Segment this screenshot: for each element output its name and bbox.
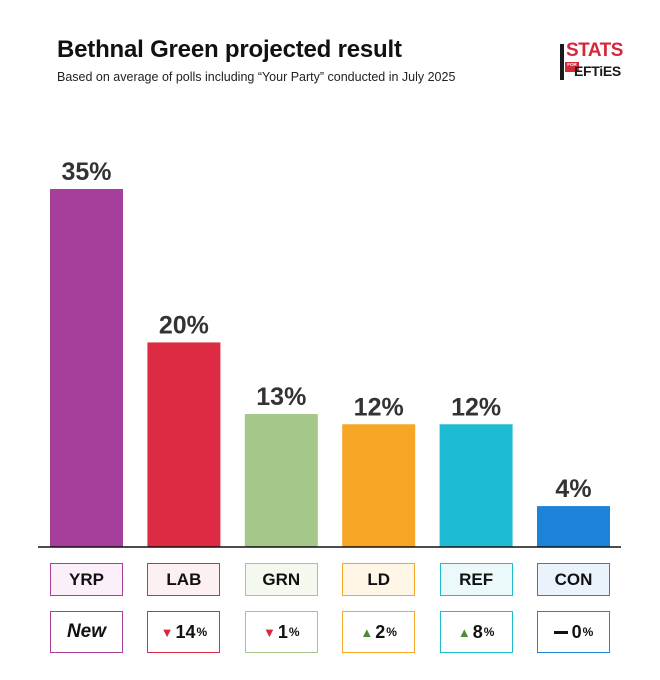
- change-value: 1: [277, 621, 288, 642]
- change-cell-grn: ▼ 1%: [244, 611, 318, 653]
- chart-title: Bethnal Green projected result: [57, 36, 402, 63]
- bar-con: [537, 506, 610, 547]
- change-cell-ref: ▲ 8%: [439, 611, 513, 653]
- value-label-yrp: 35%: [61, 158, 111, 186]
- value-label-ref: 12%: [451, 393, 501, 421]
- change-value: 8: [472, 621, 483, 642]
- party-label-ref: REF: [439, 563, 513, 596]
- change-cell-yrp: New: [50, 611, 123, 653]
- change-unit: %: [196, 625, 208, 639]
- change-value: 2: [375, 621, 386, 642]
- bar-grn: [244, 414, 318, 547]
- logo-l-stem: [560, 44, 564, 80]
- value-label-grn: 13%: [256, 383, 306, 411]
- down-triangle-icon: ▼: [263, 624, 276, 640]
- change-cell-con: 0%: [537, 611, 610, 653]
- change-unit: %: [483, 625, 495, 639]
- stats-for-lefties-logo: STATS FOR EFTiES: [558, 40, 623, 84]
- party-label-ld: LD: [342, 563, 416, 596]
- change-cell-lab: ▼ 14%: [147, 611, 221, 653]
- value-label-ld: 12%: [354, 393, 404, 421]
- party-label-grn: GRN: [244, 563, 318, 596]
- logo-bottom-text: EFTiES: [574, 63, 621, 79]
- change-cell-ld: ▲ 2%: [342, 611, 416, 653]
- change-value: 14: [175, 621, 196, 642]
- value-label-con: 4%: [555, 475, 591, 503]
- up-triangle-icon: ▲: [457, 624, 471, 640]
- change-unit: %: [386, 625, 397, 639]
- party-label-con: CON: [537, 563, 610, 596]
- change-unit: %: [582, 625, 594, 639]
- new-label: New: [66, 621, 107, 642]
- value-label-lab: 20%: [159, 311, 209, 339]
- party-label-lab: LAB: [147, 563, 221, 596]
- no-change-dash-icon: [553, 630, 568, 634]
- logo-mid-text: FOR: [565, 62, 579, 72]
- bar-ld: [342, 424, 416, 547]
- logo-top-text: STATS: [566, 40, 623, 61]
- party-label-yrp: YRP: [50, 563, 123, 596]
- up-triangle-icon: ▲: [360, 624, 374, 640]
- bar-lab: [147, 342, 221, 547]
- bar-ref: [439, 424, 513, 547]
- bar-yrp: [50, 189, 123, 547]
- chart-subtitle: Based on average of polls including “You…: [57, 70, 456, 84]
- change-unit: %: [288, 625, 300, 639]
- down-triangle-icon: ▼: [160, 624, 174, 640]
- change-value: 0: [571, 621, 582, 642]
